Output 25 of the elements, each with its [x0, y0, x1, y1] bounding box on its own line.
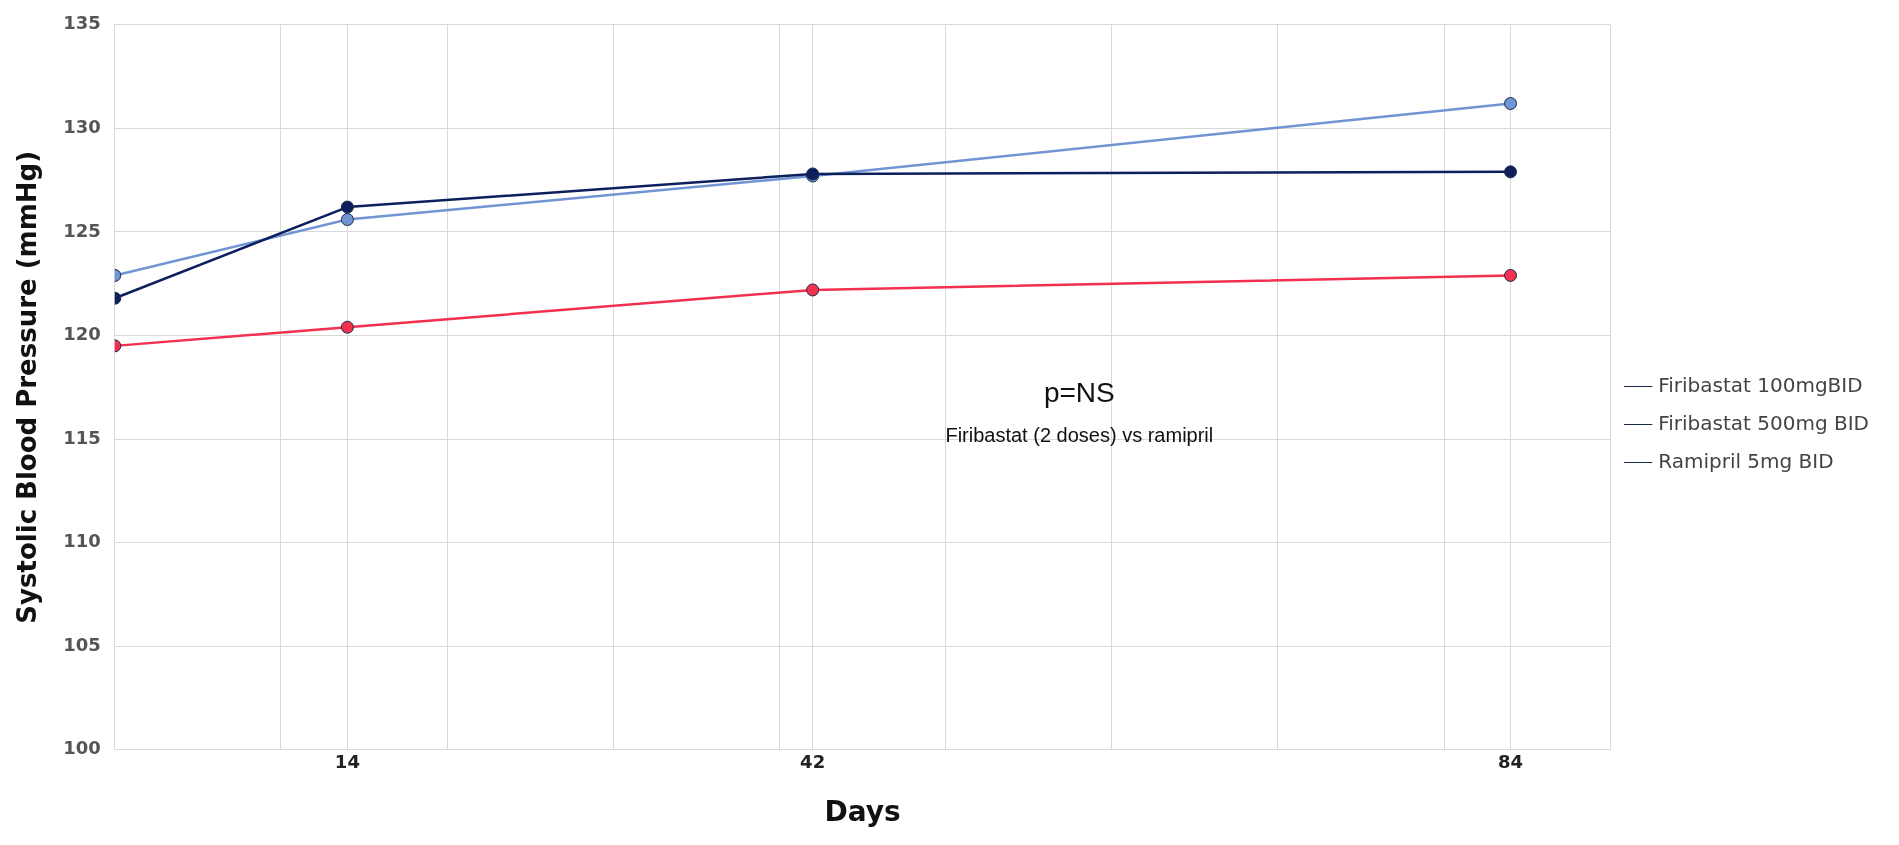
y-tick-label: 130	[63, 116, 101, 138]
y-tick-label: 115	[63, 426, 101, 448]
legend-label: Firibastat 500mg BID	[1658, 410, 1869, 435]
legend-label: Ramipril 5mg BID	[1658, 448, 1834, 473]
y-tick-label: 135	[63, 12, 101, 34]
x-tick-label: 14	[334, 751, 360, 773]
y-tick-label: 120	[63, 323, 101, 345]
x-axis-title: Days	[824, 795, 901, 829]
y-tick-label: 105	[63, 633, 101, 655]
annotation: Firibastat (2 doses) vs ramipril	[945, 423, 1214, 446]
y-tick-label: 100	[63, 737, 101, 759]
point	[1504, 97, 1518, 111]
point	[340, 200, 354, 214]
point	[340, 320, 354, 334]
y-axis-title: Systolic Blood Pressure (mmHg)	[12, 150, 43, 624]
legend-label: Firibastat 100mgBID	[1658, 372, 1863, 397]
x-tick-label: 42	[800, 751, 826, 773]
point	[1504, 165, 1518, 179]
x-tick-label: 84	[1497, 751, 1524, 773]
y-tick-label: 125	[63, 219, 101, 241]
y-tick-label: 110	[63, 530, 101, 552]
point	[806, 283, 820, 297]
point	[340, 213, 354, 227]
point	[1504, 268, 1518, 282]
annotation: p=NS	[1043, 376, 1115, 408]
